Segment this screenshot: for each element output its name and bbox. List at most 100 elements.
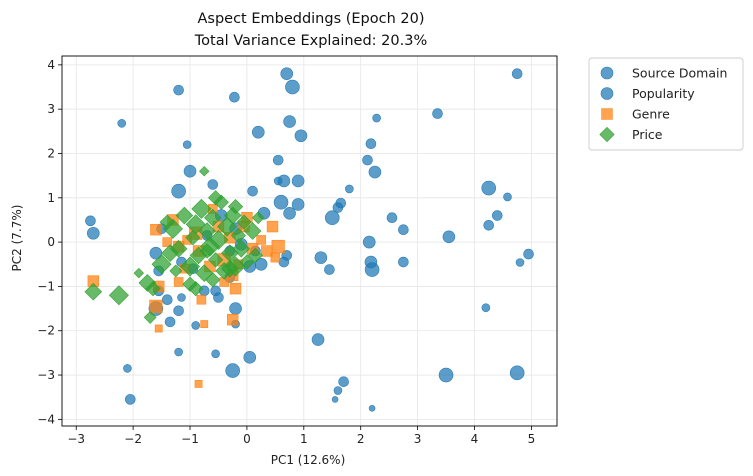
point (491, 210, 503, 221)
point (211, 349, 220, 359)
point (362, 154, 373, 166)
diamond-point (227, 199, 244, 215)
square-point (200, 320, 209, 328)
point (294, 129, 308, 143)
legend-frame (588, 57, 744, 151)
square-point (229, 282, 242, 295)
point (515, 258, 525, 267)
point (247, 185, 258, 197)
point (272, 154, 284, 166)
x-tick-label: 5 (528, 432, 536, 446)
point (324, 264, 335, 275)
point (254, 257, 268, 271)
point (398, 224, 409, 236)
diamond-point (182, 276, 198, 292)
point (509, 365, 525, 381)
chart-subtitle: Total Variance Explained: 20.3% (194, 33, 427, 49)
square-point (256, 235, 266, 245)
legend-marker (600, 66, 614, 80)
x-tick-label: 4 (471, 432, 479, 446)
x-tick-label: −1 (181, 432, 199, 446)
point (183, 164, 197, 178)
series-3 (84, 165, 265, 324)
diamond-point (221, 259, 239, 278)
point (207, 179, 219, 190)
point (273, 194, 289, 210)
square-point (261, 245, 273, 257)
diamond-point (169, 239, 188, 258)
point (372, 113, 381, 123)
diamond-point (143, 311, 157, 324)
point (438, 367, 454, 383)
plot-frame (61, 55, 558, 427)
point (177, 293, 186, 302)
x-axis-label: PC1 (12.6%) (271, 453, 346, 467)
point (345, 184, 354, 194)
point (523, 248, 534, 260)
x-tick-label: −2 (124, 432, 142, 446)
point (503, 192, 512, 202)
legend-marker (600, 87, 614, 100)
point (483, 219, 495, 231)
diamond-point (108, 285, 129, 306)
point (481, 180, 497, 196)
point (124, 394, 136, 405)
diamond-point (223, 206, 242, 225)
point (291, 198, 305, 211)
x-tick-label: −3 (67, 432, 85, 446)
point (386, 212, 398, 224)
point (182, 140, 192, 149)
point (123, 364, 132, 373)
legend-marker (599, 126, 615, 143)
diamond-point (251, 211, 265, 225)
legend-label: Price (632, 127, 663, 142)
diamond-point (145, 281, 161, 297)
point (314, 251, 328, 264)
diamond-point (151, 254, 172, 275)
diamond-point (133, 267, 145, 279)
point (364, 262, 380, 277)
legend-label: Popularity (632, 86, 695, 101)
legend-label: Source Domain (632, 66, 727, 81)
x-tick-label: 2 (357, 432, 365, 446)
point (324, 210, 340, 226)
point (85, 215, 96, 227)
point (333, 386, 343, 395)
point (291, 174, 305, 188)
data-points (84, 67, 534, 412)
diamond-point (188, 281, 204, 297)
point (171, 183, 186, 199)
point (432, 108, 443, 119)
diamond-point (247, 247, 264, 264)
point (283, 207, 296, 220)
point (365, 138, 377, 150)
legend-label: Genre (632, 107, 670, 122)
diamond-point (239, 254, 255, 270)
y-tick-label: −3 (37, 368, 55, 382)
point (117, 119, 127, 128)
point (511, 68, 523, 80)
y-tick-label: −1 (37, 279, 55, 293)
diamond-point (191, 198, 212, 219)
x-tick-label: 1 (300, 432, 308, 446)
point (311, 333, 325, 346)
point (225, 363, 240, 378)
point (368, 165, 382, 179)
diamond-point (169, 264, 183, 278)
square-point (226, 313, 239, 326)
diamond-point (203, 208, 222, 227)
point (442, 230, 456, 244)
point (331, 396, 339, 403)
square-point (150, 224, 162, 236)
diamond-point (185, 230, 201, 246)
diamond-point (199, 165, 210, 177)
point (173, 84, 184, 96)
square-point (154, 324, 163, 333)
diamond-point (236, 214, 252, 230)
point (251, 125, 265, 139)
point (338, 376, 349, 387)
chart-title: Aspect Embeddings (Epoch 20) (197, 11, 424, 27)
y-axis-label: PC2 (7.7%) (10, 205, 24, 272)
point (285, 79, 300, 95)
